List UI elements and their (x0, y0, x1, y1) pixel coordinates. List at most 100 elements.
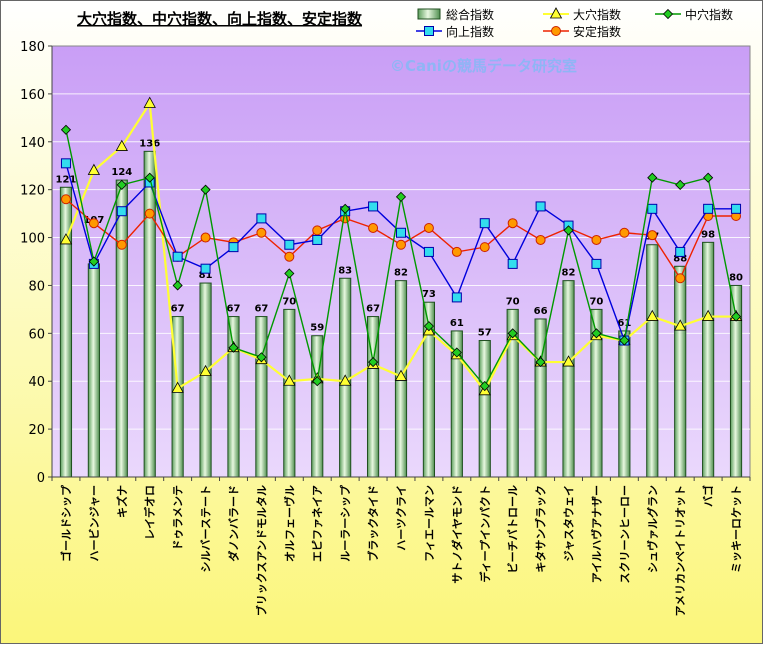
data-label: 67 (171, 304, 185, 315)
marker-square (591, 258, 602, 269)
x-tick-label: レイデオロ (143, 485, 157, 540)
marker-circle (451, 246, 462, 257)
marker-diamond (312, 376, 323, 387)
marker-diamond (647, 172, 658, 183)
legend-item: 大穴指数 (543, 7, 621, 22)
legend-label: 総合指数 (446, 7, 494, 22)
x-tick-label: サトノダイヤモンド (450, 485, 464, 584)
marker-circle (200, 232, 211, 243)
marker-diamond (116, 179, 127, 190)
legend-swatch (417, 8, 441, 20)
x-tick-label: ドゥラメンテ (172, 485, 185, 551)
x-tick-label: ゴールドシップ (59, 484, 73, 562)
x-tick-label: バゴ (701, 485, 715, 507)
marker-diamond (619, 335, 630, 346)
marker-square (424, 26, 434, 36)
marker-square (451, 292, 462, 303)
marker-circle (396, 239, 406, 250)
marker-triangle (143, 96, 156, 108)
bar (283, 308, 296, 478)
data-label: 136 (139, 138, 160, 149)
marker-triangle (283, 374, 296, 386)
marker-triangle (394, 369, 408, 381)
x-tick-label: アメリカンペイトリオット (674, 485, 687, 616)
data-label: 121 (56, 174, 77, 185)
marker-square (228, 242, 239, 253)
chart-title: 大穴指数、中穴指数、向上指数、安定指数 (77, 10, 363, 28)
marker-triangle (199, 364, 212, 377)
data-label: 82 (562, 268, 576, 279)
x-tick-label: スクリーンヒーロー (618, 485, 631, 583)
marker-diamond (172, 280, 183, 291)
marker-square (172, 251, 183, 262)
data-label: 67 (366, 304, 380, 315)
marker-circle (368, 222, 379, 233)
marker-diamond (479, 380, 490, 392)
marker-circle (60, 194, 71, 205)
marker-triangle (338, 374, 352, 386)
marker-circle (675, 273, 686, 284)
marker-diamond (200, 184, 211, 195)
marker-circle (423, 222, 434, 233)
marker-triangle (674, 319, 687, 331)
marker-circle (144, 208, 155, 219)
marker-square (284, 239, 295, 250)
marker-diamond (662, 8, 674, 20)
data-label: 67 (227, 304, 241, 315)
x-tick-label: ビーチパトロール (506, 485, 520, 573)
data-label: 81 (199, 270, 213, 281)
marker-square (312, 234, 323, 245)
bar (562, 280, 575, 478)
marker-diamond (730, 311, 742, 322)
data-label: 67 (254, 304, 268, 315)
x-tick-label: ルーラーシップ (338, 484, 352, 562)
y-tick-label: 20 (28, 423, 45, 438)
bar (478, 340, 491, 478)
y-tick-label: 140 (20, 136, 45, 151)
marker-diamond (368, 357, 379, 368)
data-label: 124 (111, 167, 132, 178)
y-axis: 0 20 40 60 80 100 120 140 160 180 (20, 40, 53, 486)
x-tick-label: ディープインパクト (478, 485, 492, 583)
watermark: ©Caniの競馬データ研究室 (390, 57, 577, 75)
x-tick-label: ダノンバラード (226, 485, 240, 562)
marker-circle (312, 225, 323, 236)
marker-square (396, 227, 406, 238)
data-label: 83 (338, 265, 352, 276)
marker-diamond (591, 328, 602, 339)
y-tick-label: 80 (28, 279, 45, 294)
data-label: 61 (617, 318, 631, 329)
marker-square (731, 203, 742, 214)
marker-diamond (507, 328, 518, 339)
marker-triangle (115, 139, 128, 151)
legend-item: 総合指数 (417, 7, 494, 22)
x-tick-label: シュヴァルグラン (645, 485, 659, 573)
marker-diamond (60, 124, 72, 135)
bar (255, 316, 268, 478)
y-tick-label: 100 (20, 232, 45, 247)
y-tick-label: 160 (20, 88, 45, 103)
marker-diamond (228, 342, 239, 353)
marker-diamond (451, 347, 462, 358)
marker-diamond (284, 268, 295, 279)
x-tick-label: アイルハヴアナザー (589, 485, 603, 583)
marker-circle (591, 234, 602, 245)
marker-triangle (549, 7, 563, 19)
y-tick-label: 120 (20, 184, 45, 199)
marker-circle (479, 242, 490, 253)
marker-diamond (144, 172, 155, 183)
legend-item: 向上指数 (416, 24, 494, 39)
marker-circle (619, 227, 630, 238)
marker-diamond (423, 321, 434, 332)
y-tick-label: 180 (20, 40, 45, 55)
legend-label: 安定指数 (573, 24, 621, 39)
legend-item: 中穴指数 (655, 7, 733, 22)
bar (115, 179, 128, 478)
x-tick-label: シルバーステート (200, 485, 213, 572)
x-tick-label: ハービンジャー (87, 485, 101, 561)
marker-square (368, 201, 379, 212)
legend-label: 中穴指数 (685, 7, 733, 22)
marker-square (703, 203, 714, 214)
